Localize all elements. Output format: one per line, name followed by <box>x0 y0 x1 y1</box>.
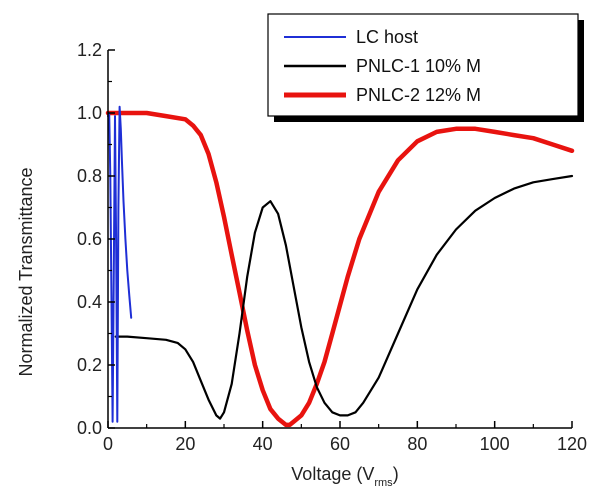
x-axis-title-subscript: rms <box>374 477 393 489</box>
axes: 0 20 40 60 80 100 120 0.0 0.2 0.4 0.6 0.8 1.0 1.2 <box>77 40 587 454</box>
plot-area <box>105 105 575 428</box>
legend: LC host PNLC-1 10% M PNLC-2 12% M <box>267 13 584 122</box>
y-axis-title: Normalized Transmittance <box>16 167 36 376</box>
y-tick-label: 1.2 <box>77 40 102 60</box>
series-line-lc-host <box>107 105 133 423</box>
x-tick-label: 20 <box>175 434 195 454</box>
x-axis-title-main: Voltage (V <box>291 464 374 484</box>
legend-label-lc-host: LC host <box>356 27 418 47</box>
x-tick-label: 0 <box>103 434 113 454</box>
series-line-pnlc-2-12-m <box>105 110 575 428</box>
x-axis-title: Voltage (Vrms) <box>291 464 398 489</box>
x-axis-title-close: ) <box>393 464 399 484</box>
y-tick-label: 0.4 <box>77 292 102 312</box>
x-tick-label: 60 <box>330 434 350 454</box>
x-tick-label: 40 <box>253 434 273 454</box>
y-tick-label: 1.0 <box>77 103 102 123</box>
y-tick-label: 0.0 <box>77 418 102 438</box>
x-tick-label: 120 <box>557 434 587 454</box>
y-tick-label: 0.6 <box>77 229 102 249</box>
legend-label-pnlc-2: PNLC-2 12% M <box>356 85 481 105</box>
x-tick-label: 80 <box>407 434 427 454</box>
y-tick-label: 0.2 <box>77 355 102 375</box>
y-tick-label: 0.8 <box>77 166 102 186</box>
legend-label-pnlc-1: PNLC-1 10% M <box>356 56 481 76</box>
x-tick-label: 100 <box>480 434 510 454</box>
series-line-pnlc-1-10-m <box>114 174 574 420</box>
